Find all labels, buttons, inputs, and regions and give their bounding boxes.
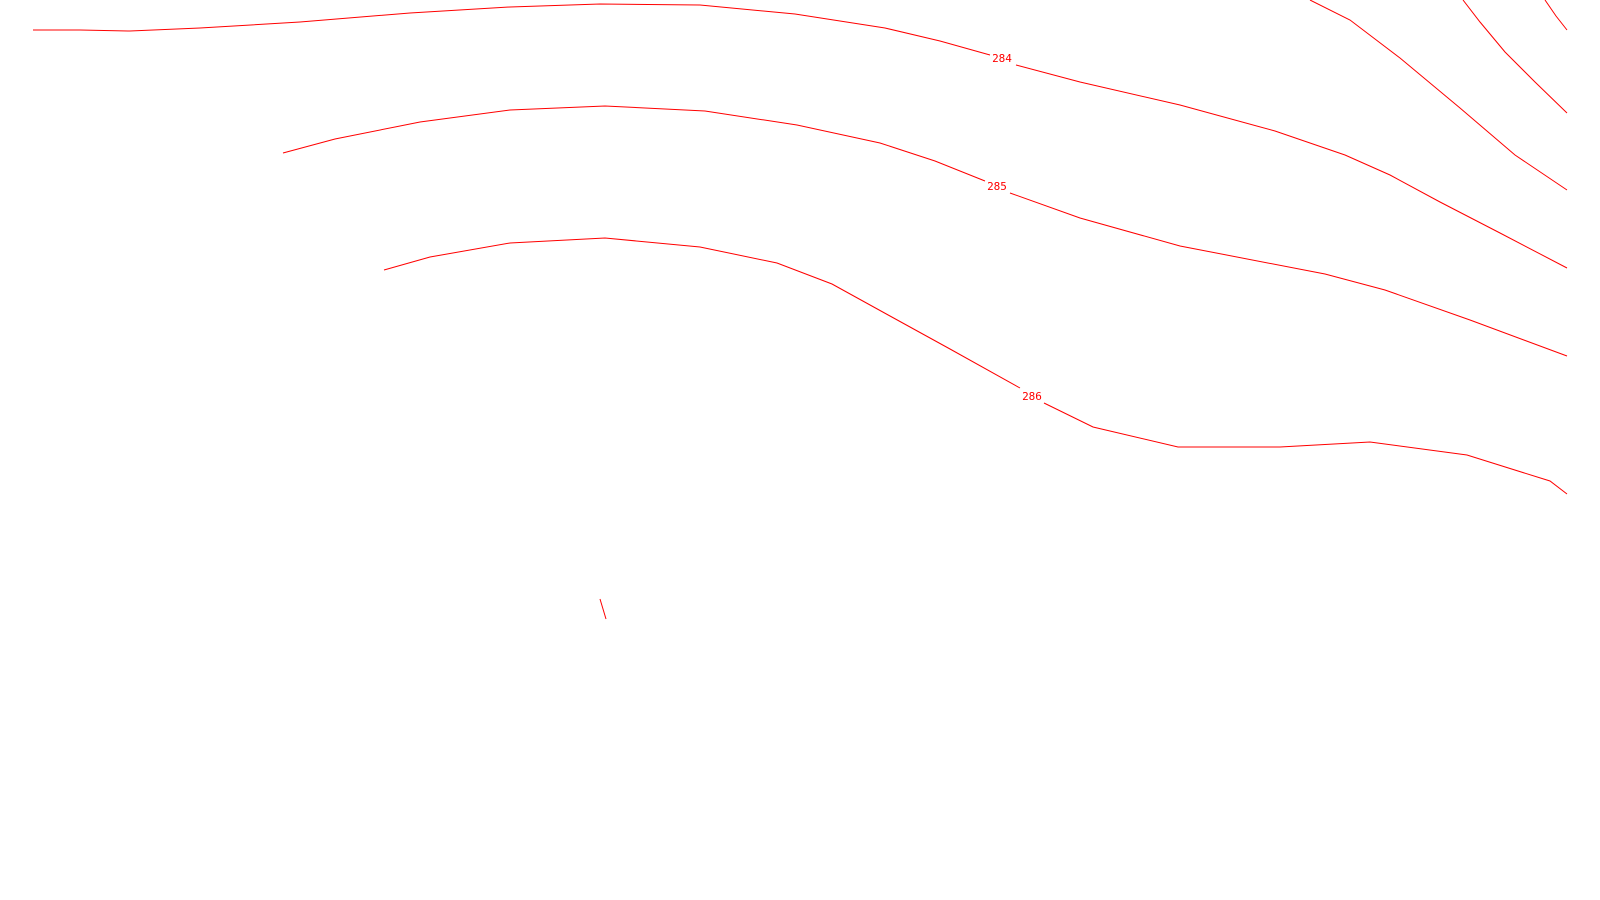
contour-line-fragment <box>599 598 607 620</box>
contour-line-upper-right-b <box>1462 0 1568 114</box>
contour-line-286-left <box>383 237 1021 389</box>
contour-line-284-right <box>1015 64 1568 269</box>
contour-label-284: 284 <box>992 52 1012 65</box>
contour-line-upper-right-a <box>1309 0 1568 191</box>
contour-line-284-left <box>33 3 991 56</box>
contour-label-285: 285 <box>987 180 1007 193</box>
contour-line-upper-right-c <box>1544 0 1568 31</box>
contour-label-286: 286 <box>1022 390 1042 403</box>
contour-line-286-right <box>1043 402 1568 495</box>
contour-line-285-right <box>1009 192 1568 357</box>
contour-line-285-left <box>282 105 986 182</box>
